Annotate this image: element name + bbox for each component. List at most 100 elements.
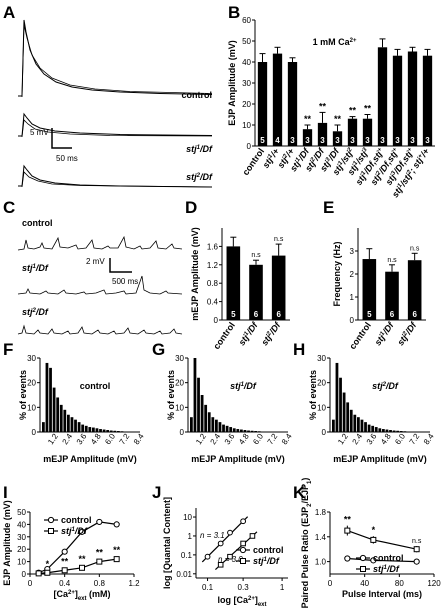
histogram-bar-H bbox=[399, 431, 403, 432]
category-label-D: control bbox=[211, 320, 237, 351]
panel-label-h: H bbox=[293, 340, 305, 359]
y-axis-label-F: % of events bbox=[18, 370, 28, 420]
histogram-bar-G bbox=[193, 358, 197, 432]
y-axis-label-E: Frequency (Hz) bbox=[332, 241, 342, 306]
histogram-bar-G bbox=[232, 428, 236, 432]
bar-n-label-E: 5 bbox=[367, 310, 372, 319]
y-tick-label-E: 2 bbox=[350, 270, 355, 279]
bar-n-label-E: 6 bbox=[390, 310, 395, 319]
data-point-K bbox=[344, 555, 351, 562]
panel-g-histogram: 0 10 20 30 % of events 1.2 2.4 3.6 4.8 6.0 7.2 8.4 m… bbox=[166, 354, 294, 464]
x-tick-label-H: 6.0 bbox=[393, 432, 407, 447]
histogram-bar-H bbox=[403, 431, 407, 432]
panel-j-scatter-chart: 0.01 0.1 1 10 0.1 0.3 1 log [Ca2+]ext log [Quant… bbox=[162, 497, 288, 608]
histogram-bar-F bbox=[99, 429, 102, 432]
y-axis-label-H: % of events bbox=[308, 370, 318, 420]
x-tick-label-I: 0.8 bbox=[94, 579, 106, 588]
histogram-bar-F bbox=[56, 397, 60, 432]
panel-a-traces: control stj1/Df 5 mV 50 ms stj2/Df bbox=[18, 19, 213, 188]
legend-label-J: control bbox=[253, 545, 284, 555]
histogram-bar-H bbox=[385, 429, 389, 432]
panel-c-traces: control stj1/Df 2 mV 500 ms stj2/Df bbox=[17, 218, 183, 335]
x-tick-label-I: 0.4 bbox=[59, 579, 71, 588]
x-tick-label-I: 1.2 bbox=[128, 579, 140, 588]
panel-f-histogram: 0 10 20 30 % of events 1.2 2.4 3.6 4.8 6.0 7.2 8.4 m… bbox=[18, 354, 146, 464]
y-tick-label-J: 0.01 bbox=[176, 570, 192, 579]
bar-B bbox=[407, 51, 418, 146]
category-label-B: stj1/stj3 bbox=[346, 146, 372, 177]
histogram-bar-G bbox=[197, 377, 200, 432]
histogram-bar-H bbox=[371, 425, 375, 432]
panel-label-j: J bbox=[152, 483, 161, 502]
y-tick-label-H: 20 bbox=[317, 379, 326, 388]
panel-i-line-chart: 0 10 20 30 40 50 0 0.4 0.8 1.2 [Ca2+]ext (mM) EJP A… bbox=[2, 500, 140, 602]
histogram-bar-G bbox=[243, 430, 247, 432]
legend-label-K: control bbox=[373, 553, 404, 563]
x-tick-label-G: 7.2 bbox=[266, 432, 280, 447]
trace-a-control-2 bbox=[21, 24, 213, 98]
y-tick-label-D: 0.4 bbox=[207, 298, 219, 307]
scale-bar-a bbox=[51, 128, 72, 149]
histogram-bar-H bbox=[342, 392, 346, 432]
y-tick-label-B: 10 bbox=[242, 121, 251, 130]
significance-label-K: * bbox=[372, 525, 376, 535]
trace-a-label-stj1: stj1/Df bbox=[186, 144, 213, 154]
y-tick-label-F: 10 bbox=[27, 403, 36, 412]
x-tick-label-J: 0.1 bbox=[202, 583, 214, 592]
significance-label-B: ** bbox=[349, 106, 357, 116]
bar-D bbox=[271, 255, 286, 320]
y-tick-label-E: 0 bbox=[350, 316, 355, 325]
x-tick-label-I: 0 bbox=[28, 579, 33, 588]
histogram-bar-G bbox=[247, 430, 250, 432]
histogram-bar-G bbox=[190, 417, 193, 432]
data-point-I bbox=[61, 548, 68, 555]
bar-B bbox=[257, 62, 268, 146]
x-axis-label-J: log [Ca2+]ext bbox=[217, 595, 266, 608]
bar-B bbox=[272, 53, 283, 146]
x-tick-label-F: 8.4 bbox=[132, 432, 146, 447]
bar-n-label-B: 3 bbox=[350, 136, 355, 145]
x-tick-label-F: 7.2 bbox=[118, 432, 132, 447]
trace-a-label-stj2: stj2/Df bbox=[186, 172, 213, 182]
scale-bar-a-volt: 5 mV bbox=[30, 128, 49, 137]
histogram-bar-F bbox=[81, 424, 85, 432]
bar-n-label-B: 3 bbox=[380, 136, 385, 145]
x-tick-label-K: 40 bbox=[360, 579, 369, 588]
y-tick-label-D: 1.2 bbox=[207, 261, 219, 270]
y-tick-label-I: 20 bbox=[17, 545, 26, 554]
legend-label-J: stj1/Df bbox=[253, 556, 280, 566]
histogram-bar-H bbox=[389, 430, 392, 432]
y-tick-label-G: 20 bbox=[175, 379, 184, 388]
trace-a-label-control: control bbox=[182, 90, 213, 100]
bar-n-label-B: 5 bbox=[260, 136, 265, 145]
annotation-J: n = 3.1 bbox=[200, 531, 225, 540]
scale-bar-a-time: 50 ms bbox=[56, 154, 78, 163]
histogram-bar-H bbox=[392, 430, 396, 432]
data-point-I bbox=[35, 570, 42, 577]
data-point-J bbox=[240, 518, 247, 525]
histogram-bar-F bbox=[77, 422, 81, 432]
significance-label-E: n.s bbox=[387, 257, 397, 264]
histogram-bar-G bbox=[222, 424, 225, 432]
histogram-bar-F bbox=[106, 430, 110, 432]
bar-n-label-B: 3 bbox=[395, 136, 400, 145]
histogram-bar-H bbox=[335, 362, 339, 432]
y-tick-label-F: 0 bbox=[32, 428, 37, 437]
histogram-bar-H bbox=[357, 417, 360, 432]
significance-label-B: ** bbox=[319, 101, 327, 111]
histogram-bar-H bbox=[353, 414, 357, 432]
series-line-K bbox=[347, 530, 417, 550]
histogram-bar-G bbox=[240, 429, 243, 432]
legend-label-I: control bbox=[61, 515, 92, 525]
x-axis-label-H: mEJP Amplitude (mV) bbox=[333, 454, 427, 464]
category-label-D: stj1/Df bbox=[237, 320, 261, 348]
y-tick-label-K: 1.0 bbox=[315, 558, 327, 567]
data-point-J bbox=[217, 540, 224, 547]
y-axis-label-B: EJP Amplitude (mV) bbox=[227, 40, 237, 126]
x-tick-label-F: 1.2 bbox=[46, 432, 60, 447]
y-tick-label-I: 40 bbox=[17, 520, 26, 529]
data-point-K bbox=[413, 558, 420, 565]
histogram-bar-F bbox=[42, 422, 45, 432]
